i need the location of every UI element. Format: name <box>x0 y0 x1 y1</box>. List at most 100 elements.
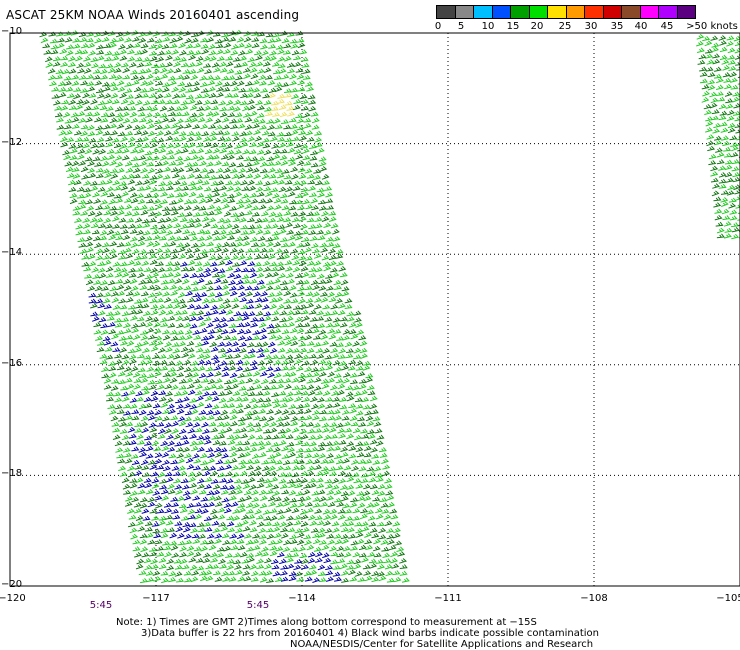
wind-barb <box>253 129 261 135</box>
wind-barb <box>154 211 163 217</box>
colorbar-swatch <box>436 5 456 19</box>
wind-barb <box>187 353 196 359</box>
wind-barb <box>255 434 264 440</box>
wind-barb <box>318 371 327 377</box>
wind-barb <box>721 208 730 215</box>
wind-barb <box>288 490 297 496</box>
wind-barb <box>350 497 359 503</box>
wind-barb <box>213 446 222 453</box>
wind-barb <box>217 217 226 223</box>
wind-barb <box>54 105 63 111</box>
wind-barb <box>208 465 217 471</box>
wind-barb <box>171 129 180 136</box>
wind-barb <box>353 310 362 316</box>
note-line-3: NOAA/NESDIS/Center for Satellite Applica… <box>290 639 594 650</box>
wind-barb <box>237 576 246 582</box>
wind-barb <box>102 298 111 304</box>
wind-barb <box>254 224 263 229</box>
wind-barb <box>199 248 208 254</box>
wind-barb <box>329 545 337 552</box>
wind-barb <box>138 279 147 285</box>
wind-barb <box>722 64 731 71</box>
wind-barb <box>125 130 134 136</box>
wind-barb <box>299 304 308 310</box>
wind-barb <box>146 206 155 211</box>
wind-barb <box>103 291 112 298</box>
wind-barb <box>141 552 150 558</box>
wind-barb <box>126 94 134 99</box>
wind-barb <box>235 527 244 534</box>
wind-barb <box>358 383 367 390</box>
wind-barb <box>155 43 164 50</box>
wind-barb <box>114 74 123 81</box>
wind-barb <box>325 273 334 279</box>
wind-barb <box>216 49 224 55</box>
wind-barb <box>170 216 179 223</box>
wind-barb <box>273 446 281 453</box>
wind-barb <box>74 49 83 55</box>
wind-barb <box>146 327 155 334</box>
wind-barb <box>176 124 185 130</box>
wind-barb <box>136 148 145 154</box>
wind-barb <box>75 143 84 149</box>
wind-barb <box>123 285 132 291</box>
wind-barb <box>312 538 321 545</box>
wind-barb <box>308 514 316 521</box>
wind-barb <box>172 180 181 186</box>
wind-barb <box>118 249 127 255</box>
wind-barb <box>241 193 250 199</box>
wind-barb <box>50 44 59 50</box>
wind-barb <box>130 69 139 75</box>
wind-barb <box>245 377 254 384</box>
wind-barb <box>298 255 307 261</box>
wind-barb <box>87 210 96 217</box>
wind-barb <box>341 409 350 415</box>
wind-barb <box>300 434 309 440</box>
wind-barb <box>96 44 104 50</box>
wind-barb <box>40 37 49 44</box>
wind-barb <box>131 327 140 334</box>
wind-barb <box>280 193 288 199</box>
wind-barb <box>337 383 346 390</box>
wind-barb <box>252 87 261 93</box>
wind-barb <box>232 347 241 353</box>
wind-barb <box>724 227 733 233</box>
wind-barb <box>286 315 294 322</box>
wind-barb <box>162 465 171 472</box>
wind-barb <box>336 552 345 558</box>
wind-barb <box>136 186 145 191</box>
wind-barb <box>317 403 326 409</box>
wind-barb <box>172 172 180 179</box>
wind-barb <box>83 192 92 199</box>
wind-barb <box>137 489 146 495</box>
wind-barb <box>323 222 332 228</box>
wind-barb <box>304 539 312 546</box>
wind-barb <box>283 124 292 130</box>
wind-barb <box>262 137 270 143</box>
wind-barb <box>190 280 199 286</box>
wind-barb <box>284 92 293 98</box>
wind-barb <box>220 154 229 160</box>
wind-barb <box>257 360 266 366</box>
wind-barb <box>86 246 94 253</box>
wind-barb <box>173 310 182 316</box>
wind-barb <box>190 360 199 366</box>
wind-barb <box>208 174 217 181</box>
wind-barb <box>68 186 77 192</box>
wind-barb <box>220 409 229 416</box>
wind-barb <box>158 557 167 563</box>
wind-barb <box>263 515 272 521</box>
colorbar-swatch <box>602 5 622 19</box>
wind-barb <box>288 403 297 409</box>
wind-barb <box>305 297 314 304</box>
wind-barb <box>88 261 97 267</box>
wind-barb <box>262 93 271 99</box>
wind-barb <box>226 515 235 521</box>
wind-barb <box>121 317 130 323</box>
wind-barb <box>311 204 320 211</box>
wind-barb <box>66 44 74 50</box>
wind-barb <box>360 428 369 434</box>
wind-barb <box>128 354 137 360</box>
wind-barb <box>244 124 253 130</box>
wind-barb <box>166 143 175 149</box>
